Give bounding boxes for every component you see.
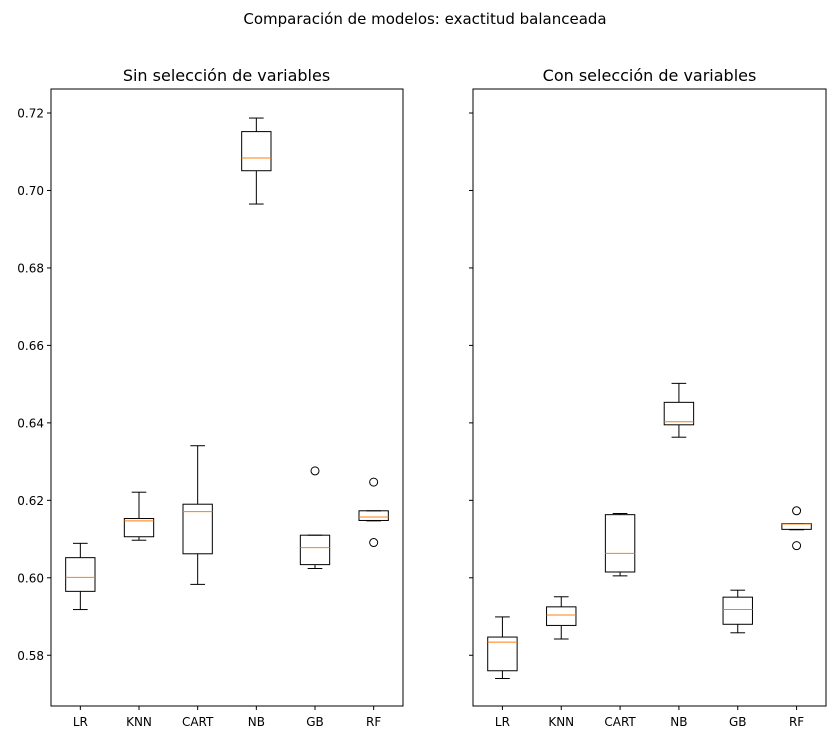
panel-without-feature-selection: Sin selección de variables LR KNN CART NB GB… [17,66,404,729]
x-tick-label: NB [670,715,687,729]
iqr-box [299,534,331,566]
box-gb [299,466,331,570]
box-gb [722,589,753,634]
y-tick-label: 0.64 [17,416,44,430]
y-tick-label: 0.62 [17,494,44,508]
iqr-box [546,606,577,626]
x-tick-label: CART [182,715,214,729]
x-tick-label: LR [495,715,510,729]
x-tick-label: KNN [548,715,574,729]
outlier-point [792,541,802,551]
figure-suptitle: Comparación de modelos: exactitud balanc… [243,10,606,28]
box-lr [487,616,518,680]
y-tick-label: 0.66 [17,339,44,353]
x-tick-label: GB [306,715,324,729]
outlier-point [792,506,802,516]
box-rf [781,506,812,551]
iqr-box [487,636,518,672]
y-tick-label: 0.70 [17,184,44,198]
iqr-box [604,514,636,573]
x-tick-label: RF [789,715,804,729]
box-lr [65,542,96,611]
box-nb [663,382,695,438]
axes-frame [472,88,827,707]
box-cart [182,445,213,585]
x-tick-label: RF [366,715,381,729]
box-knn [123,491,155,541]
x-tick-label: LR [73,715,88,729]
outlier-point [369,477,379,487]
y-tick-label: 0.60 [17,571,44,585]
panel-title: Con selección de variables [543,66,757,85]
y-tick-label: 0.72 [17,107,44,121]
x-tick-label: CART [604,715,636,729]
axes-frame [50,88,404,707]
outlier-point [310,466,320,476]
x-tick-label: KNN [126,715,152,729]
iqr-box [123,518,155,538]
outlier-point [369,538,379,548]
y-tick-label: 0.58 [17,649,44,663]
x-tick-label: GB [729,715,747,729]
iqr-box [663,401,695,426]
box-cart [604,513,636,577]
box-rf [358,477,389,548]
box-knn [546,596,577,640]
iqr-box [65,557,96,592]
iqr-box [722,596,753,625]
y-tick-label: 0.68 [17,261,44,275]
panel-with-feature-selection: Con selección de variables LR KNN CART NB GB… [469,66,827,729]
panel-title: Sin selección de variables [123,66,330,85]
iqr-box [241,131,272,172]
iqr-box [182,503,213,555]
box-nb [241,117,272,205]
x-tick-label: NB [248,715,265,729]
iqr-box [358,510,389,521]
